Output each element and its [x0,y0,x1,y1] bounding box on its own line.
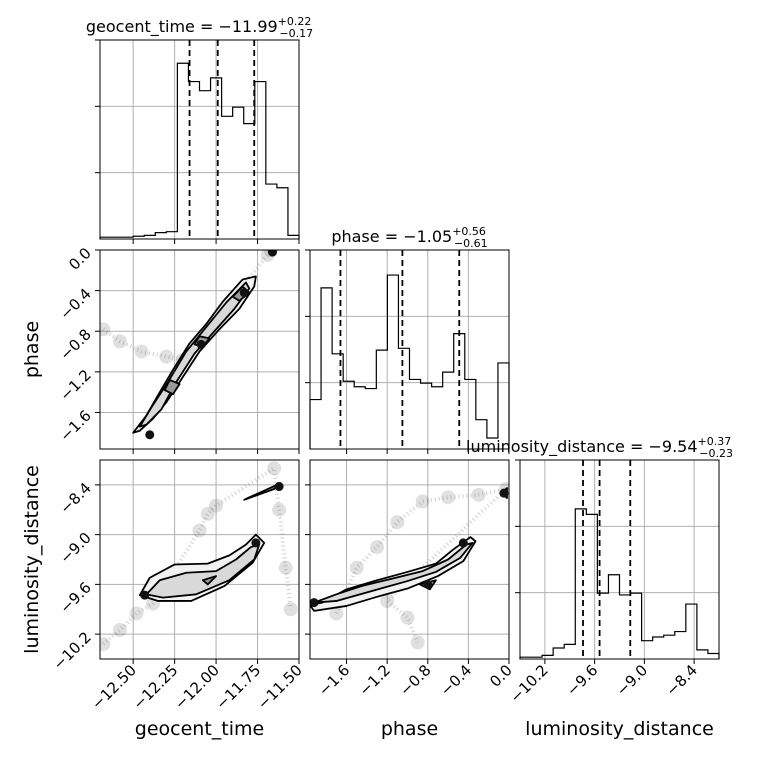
xtick-label: −9.0 [613,661,651,699]
title-minus: −0.61 [454,237,488,250]
density-peak [140,590,150,600]
xtick-label: −0.8 [396,661,434,699]
scatter-trail [102,250,273,362]
density-contour [163,379,181,396]
title-text: geocent_time = −11.99 [86,17,278,37]
xtick-label: −11.75 [212,661,264,713]
scatter-point [471,487,486,502]
xtick-label: −11.50 [254,661,306,713]
scatter-point [329,606,344,621]
density-contour [313,542,474,604]
ytick-label: −1.2 [56,366,94,404]
title-plus: +0.56 [452,225,486,238]
axes-layer [95,39,720,664]
scatter-point [200,506,215,521]
density-peak [458,538,468,548]
title-phase: phase = −1.05+0.56 −0.61 [331,225,487,250]
scatter-point [192,523,207,538]
density-peak [274,482,284,492]
scatter-point [267,461,282,476]
scatter-point [400,610,415,625]
xaxis-label-luminosity_distance: luminosity_distance [525,718,714,740]
scatter-point [100,322,111,337]
scatter-point [134,344,149,359]
ytick-label: −9.0 [56,529,94,567]
panel-frame [99,39,300,240]
density-peak [499,488,509,498]
scatter-point [112,334,127,349]
density-peak [239,288,249,298]
density-peak [196,339,206,349]
scatter-point [380,593,395,608]
data-layer [99,40,720,659]
title-minus: −0.17 [279,27,313,40]
xaxis-label-phase: phase [381,718,438,740]
ytick-label: 0.0 [65,244,95,274]
histogram-luminosity_distance [519,508,720,659]
panel-geocent_time-vs-phase [100,250,278,440]
scatter-point [349,560,364,575]
xtick-label: −12.25 [129,661,181,713]
scatter-point [209,498,224,513]
panel-frame [309,459,510,660]
title-minus: −0.23 [699,447,733,460]
yaxis-label-phase: phase [21,321,43,378]
xtick-label: −8.4 [662,661,700,699]
panel-geocent_time-vs-luminosity_distance [100,461,298,652]
xaxis-label-geocent_time: geocent_time [135,718,264,740]
ytick-label: −0.8 [56,325,94,363]
scatter-point [410,635,425,650]
xtick-label: −9.6 [563,661,601,699]
scatter-point [159,349,174,364]
histogram-phase [309,274,510,449]
panel-phase-vs-luminosity_distance [310,482,509,650]
scatter-point [390,515,405,530]
xtick-label: −1.6 [315,661,353,699]
ytick-label: −9.6 [56,578,94,616]
xtick-label: 0.0 [486,661,516,691]
density-peak [310,598,319,608]
title-text: phase = −1.05 [331,227,452,246]
scatter-point [112,622,127,637]
density-contour [201,575,217,586]
ytick-label: −0.4 [56,285,94,323]
density-peak [251,538,261,548]
xtick-label: −12.50 [88,661,140,713]
xtick-label: −1.2 [355,661,393,699]
density-peak [267,250,277,257]
ytick-label: −1.6 [56,407,94,445]
panel-frame [99,249,300,450]
scatter-point [283,602,298,617]
scatter-point [100,637,111,652]
scatter-point [129,606,144,621]
density-peak [423,579,433,589]
scatter-point [278,560,293,575]
density-contour [138,281,251,428]
histogram-geocent_time [99,62,300,239]
scatter-point [441,490,456,505]
title-geocent_time: geocent_time = −11.99+0.22 −0.17 [86,15,313,40]
scatter-trail [334,486,509,644]
scatter-point [415,494,430,509]
xtick-label: −10.2 [506,661,551,706]
title-plus: +0.37 [698,435,732,448]
panel-frame [519,459,720,660]
panel-frame [309,249,510,450]
xtick-label: −0.4 [437,661,475,699]
scatter-point [272,502,287,517]
title-plus: +0.22 [278,15,312,28]
scatter-point [370,540,385,555]
density-peak [145,430,155,440]
panel-frame [99,459,300,660]
xtick-label: −12.00 [171,661,223,713]
title-luminosity_distance: luminosity_distance = −9.54+0.37 −0.23 [466,435,733,460]
yaxis-label-luminosity_distance: luminosity_distance [21,465,43,654]
title-text: luminosity_distance = −9.54 [466,437,697,457]
ytick-label: −8.4 [56,479,94,517]
text-layer: geocent_time = −11.99+0.22 −0.17 phase = −… [21,15,733,740]
ytick-label: −10.2 [50,628,95,673]
